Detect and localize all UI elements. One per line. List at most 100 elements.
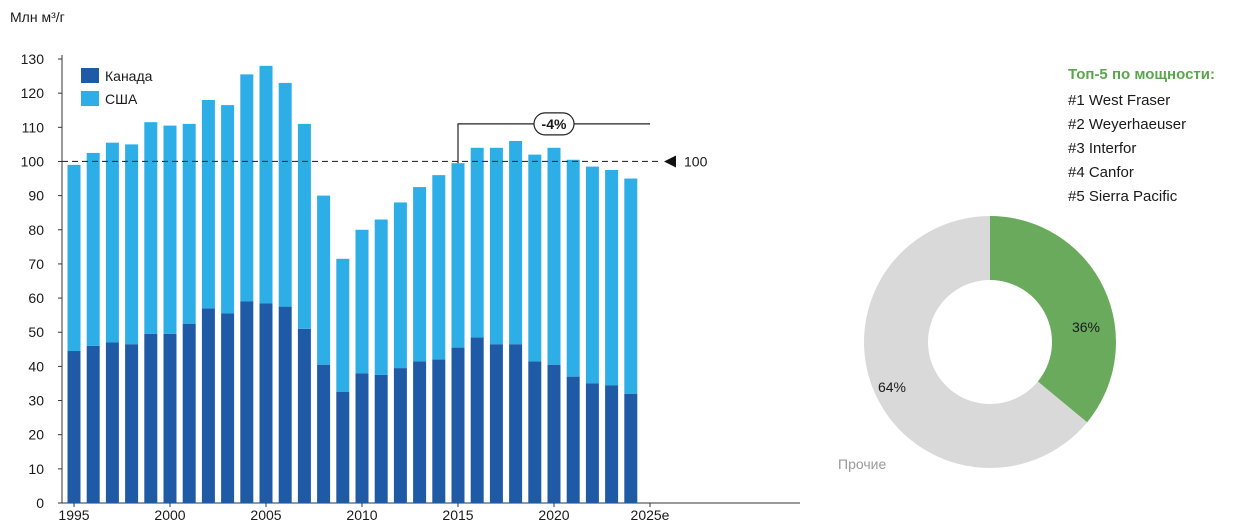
bar-canada bbox=[182, 323, 196, 503]
bar-usa bbox=[470, 147, 484, 338]
top5-item: #5 Sierra Pacific bbox=[1068, 188, 1178, 205]
top5-item: #2 Weyerhaeuser bbox=[1068, 116, 1187, 133]
bar-usa bbox=[336, 258, 350, 392]
bar-canada bbox=[432, 359, 446, 503]
bar-canada bbox=[105, 342, 119, 503]
y-tick-label: 20 bbox=[28, 427, 44, 443]
bar-usa bbox=[163, 125, 177, 334]
bar-usa bbox=[432, 175, 446, 360]
bar-canada bbox=[624, 393, 638, 503]
bar-canada bbox=[605, 385, 619, 503]
bar-canada bbox=[413, 361, 427, 503]
y-tick-label: 120 bbox=[21, 85, 45, 101]
reference-arrow-icon bbox=[664, 155, 676, 168]
bar-canada bbox=[278, 306, 292, 503]
bar-canada bbox=[355, 373, 369, 503]
bar-usa bbox=[393, 202, 407, 369]
y-tick-label: 40 bbox=[28, 358, 44, 374]
top5-panel: Топ-5 по мощности: #1 West Fraser #2 Wey… bbox=[1068, 66, 1215, 209]
reference-label: 100 bbox=[684, 153, 708, 169]
donut-slice-others bbox=[864, 216, 1088, 468]
bar-canada bbox=[528, 361, 542, 503]
bar-usa bbox=[182, 123, 196, 324]
bar-canada bbox=[336, 392, 350, 503]
top5-title: Топ-5 по мощности: bbox=[1068, 66, 1215, 83]
bar-canada bbox=[317, 364, 331, 503]
bar-canada bbox=[547, 364, 561, 503]
bar-usa bbox=[566, 159, 580, 377]
bar-canada bbox=[393, 368, 407, 503]
top5-item: #1 West Fraser bbox=[1068, 92, 1171, 109]
bar-usa bbox=[201, 99, 215, 309]
legend-label-canada: Канада bbox=[105, 68, 153, 84]
bar-canada bbox=[163, 333, 177, 503]
bar-usa bbox=[451, 163, 465, 348]
y-tick-label: 90 bbox=[28, 188, 44, 204]
bar-canada bbox=[144, 333, 158, 503]
x-tick-label: 2010 bbox=[346, 507, 377, 523]
bar-usa bbox=[528, 154, 542, 362]
bar-usa bbox=[221, 105, 235, 314]
legend-label-usa: США bbox=[105, 91, 138, 107]
y-tick-label: 30 bbox=[28, 393, 44, 409]
bar-usa bbox=[605, 170, 619, 386]
bar-usa bbox=[413, 187, 427, 362]
bar-canada bbox=[86, 345, 100, 503]
bar-canada bbox=[566, 376, 580, 503]
bar-canada bbox=[489, 344, 503, 503]
bar-usa bbox=[509, 140, 523, 345]
bar-canada bbox=[509, 344, 523, 503]
bar-usa bbox=[144, 122, 158, 334]
y-tick-label: 10 bbox=[28, 461, 44, 477]
y-tick-label: 110 bbox=[22, 119, 45, 135]
bar-usa bbox=[259, 65, 273, 304]
bar-usa bbox=[374, 219, 388, 375]
bar-canada bbox=[240, 301, 254, 503]
bar-usa bbox=[355, 229, 369, 374]
top5-item: #3 Interfor bbox=[1068, 140, 1137, 157]
y-tick-label: 70 bbox=[28, 256, 44, 272]
bar-canada bbox=[67, 351, 81, 503]
donut-label-others-pct: 64% bbox=[878, 379, 906, 395]
bar-canada bbox=[221, 313, 235, 503]
bar-canada bbox=[201, 308, 215, 503]
annotation-label: -4% bbox=[542, 116, 567, 132]
y-tick-label: 80 bbox=[28, 222, 44, 238]
bar-usa bbox=[317, 195, 331, 365]
bar-canada bbox=[451, 347, 465, 503]
bar-usa bbox=[240, 74, 254, 302]
x-tick-label: 2020 bbox=[538, 507, 569, 523]
bar-usa bbox=[278, 82, 292, 307]
bar-usa bbox=[67, 164, 81, 352]
y-tick-label: 0 bbox=[36, 495, 44, 511]
bar-usa bbox=[125, 144, 139, 345]
legend-swatch-usa bbox=[81, 91, 99, 106]
x-tick-label: 1995 bbox=[58, 507, 89, 523]
y-tick-label: 130 bbox=[21, 51, 45, 67]
y-tick-label: 100 bbox=[21, 153, 45, 169]
x-tick-label: 2005 bbox=[250, 507, 281, 523]
bar-usa bbox=[86, 152, 100, 346]
x-tick-label: 2015 bbox=[442, 507, 473, 523]
donut-label-top5-pct: 36% bbox=[1072, 319, 1100, 335]
x-tick-label: 2000 bbox=[154, 507, 185, 523]
bar-usa bbox=[105, 142, 119, 343]
bar-usa bbox=[547, 147, 561, 365]
y-axis-label: Млн м³/г bbox=[10, 9, 65, 25]
annotation-bracket bbox=[457, 123, 650, 164]
bar-canada bbox=[125, 344, 139, 503]
bar-canada bbox=[585, 383, 599, 503]
y-tick-label: 60 bbox=[28, 290, 44, 306]
bar-usa bbox=[489, 147, 503, 345]
donut-label-others: Прочие bbox=[838, 456, 886, 472]
annotation-badge bbox=[533, 112, 575, 136]
x-tick-label: 2025e bbox=[631, 507, 670, 523]
bar-usa bbox=[585, 166, 599, 384]
top5-item: #4 Canfor bbox=[1068, 164, 1134, 181]
bar-canada bbox=[297, 328, 311, 503]
bar-canada bbox=[374, 374, 388, 503]
y-tick-label: 50 bbox=[28, 324, 44, 340]
